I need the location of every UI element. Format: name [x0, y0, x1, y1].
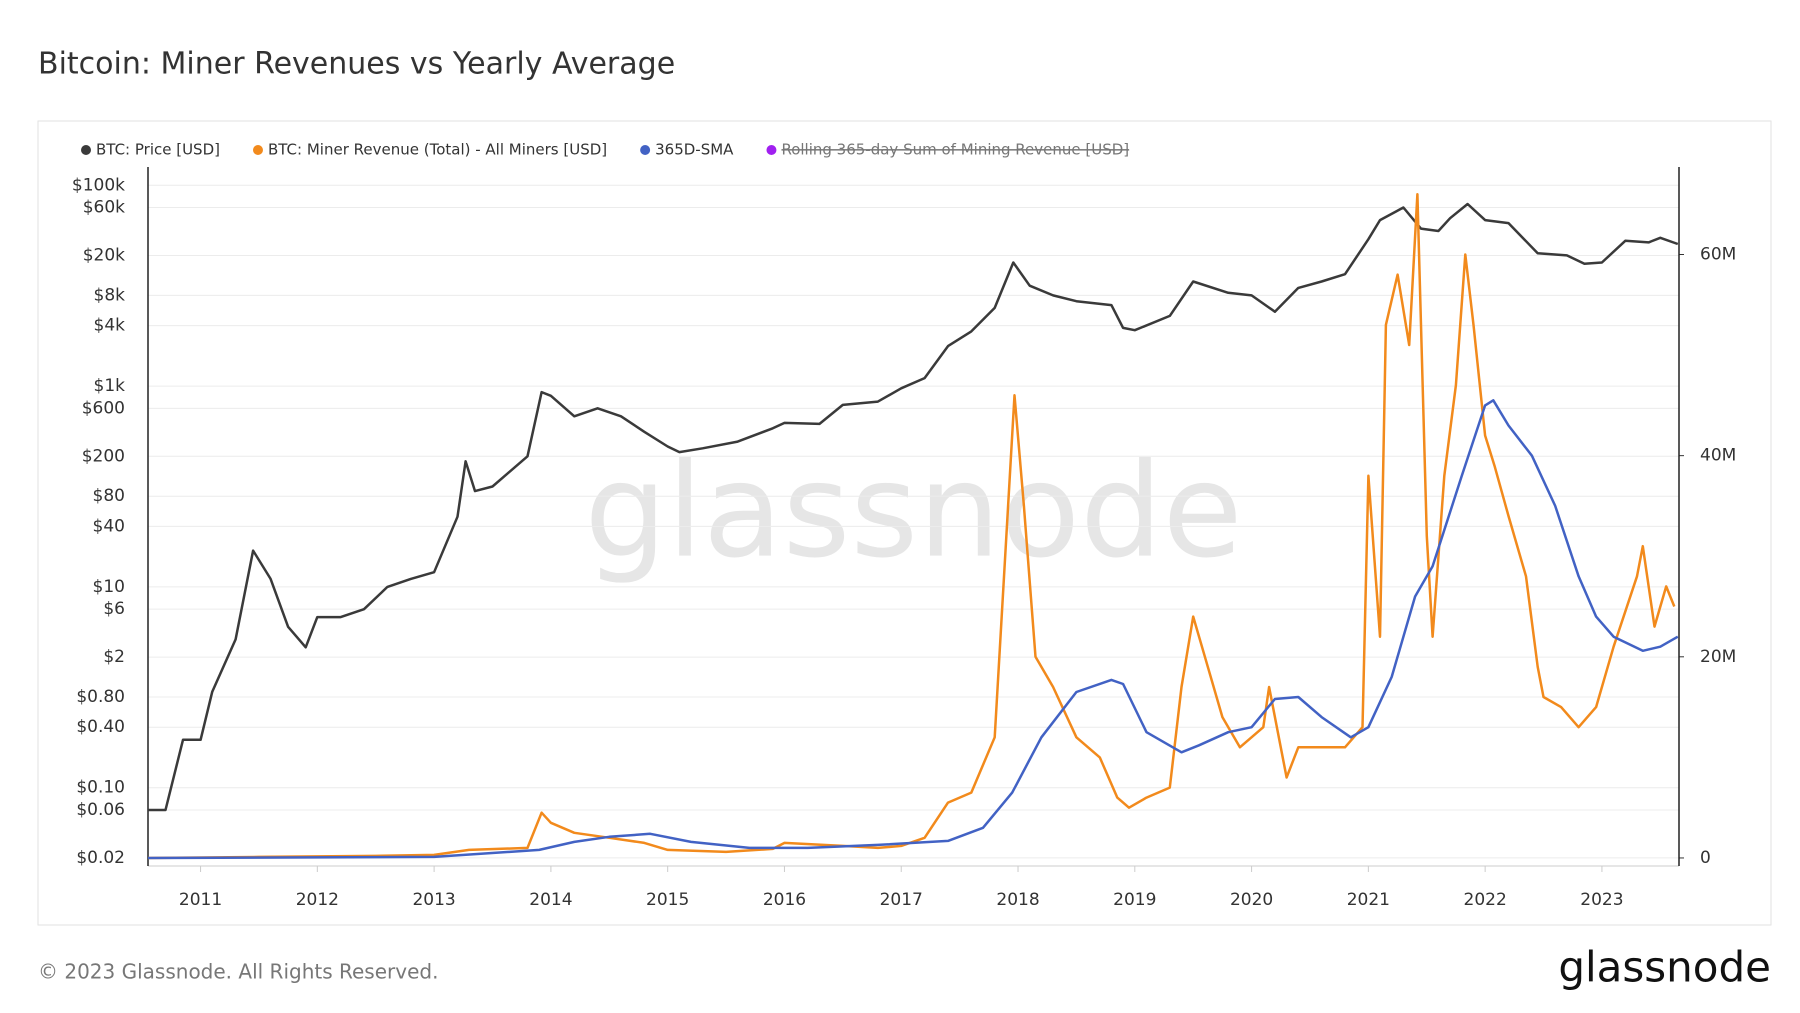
legend-label[interactable]: Rolling 365-day Sum of Mining Revenue [U…: [781, 141, 1129, 159]
x-tick-label: 2018: [996, 890, 1039, 910]
legend-label[interactable]: BTC: Miner Revenue (Total) - All Miners …: [268, 141, 607, 159]
x-tick-label: 2014: [529, 890, 572, 910]
x-tick-label: 2012: [296, 890, 339, 910]
y-tick-label: $200: [82, 446, 125, 466]
series-line: [148, 202, 1679, 812]
x-tick-label: 2021: [1347, 890, 1390, 910]
legend-marker: [81, 145, 91, 155]
y-tick-label: $80: [93, 486, 125, 506]
series-line: [147, 192, 1676, 860]
y-tick-label: $20k: [83, 245, 125, 265]
x-tick-label: 2013: [412, 890, 455, 910]
y-tick-label: $60k: [83, 198, 125, 218]
chart-frame: [37, 120, 1772, 926]
y2-tick-label: 40M: [1700, 446, 1736, 466]
y-tick-label: $0.02: [76, 848, 125, 868]
y2-tick-label: 0: [1700, 848, 1711, 868]
y-tick-label: $0.40: [76, 717, 125, 737]
y-tick-label: $6: [103, 599, 125, 619]
series-line: [147, 399, 1679, 860]
x-tick-label: 2020: [1230, 890, 1273, 910]
y-tick-label: $2: [103, 647, 125, 667]
x-tick-label: 2016: [763, 890, 806, 910]
legend-marker: [252, 145, 263, 155]
legend-marker: [640, 145, 651, 155]
y-tick-label: $100k: [72, 175, 125, 195]
x-tick-label: 2019: [1113, 890, 1156, 910]
y-tick-label: $0.06: [76, 800, 125, 820]
legend-label[interactable]: BTC: Price [USD]: [96, 141, 220, 159]
y-tick-label: $10: [93, 577, 125, 597]
y-tick-label: $1k: [94, 376, 126, 396]
y2-tick-label: 20M: [1700, 647, 1736, 667]
y-tick-label: $8k: [94, 285, 126, 305]
y-tick-label: $0.10: [76, 778, 125, 798]
legend-marker: [766, 145, 777, 155]
y-tick-label: $0.80: [76, 687, 125, 707]
x-tick-label: 2011: [179, 890, 222, 910]
y2-tick-label: 60M: [1700, 245, 1736, 265]
watermark: glassnode: [584, 435, 1242, 587]
footer: © 2023 Glassnode. All Rights Reserved.: [38, 960, 438, 984]
x-tick-label: 2022: [1464, 890, 1507, 910]
brand-logo: glassnode: [1558, 943, 1771, 992]
x-tick-label: 2017: [880, 890, 923, 910]
y-tick-label: $4k: [94, 316, 126, 336]
y-tick-label: $600: [82, 398, 125, 418]
x-tick-label: 2015: [646, 890, 689, 910]
x-tick-label: 2023: [1580, 890, 1623, 910]
chart-title: Bitcoin: Miner Revenues vs Yearly Averag…: [38, 47, 675, 82]
y-tick-label: $40: [93, 516, 125, 536]
legend-label[interactable]: 365D-SMA: [655, 141, 734, 159]
